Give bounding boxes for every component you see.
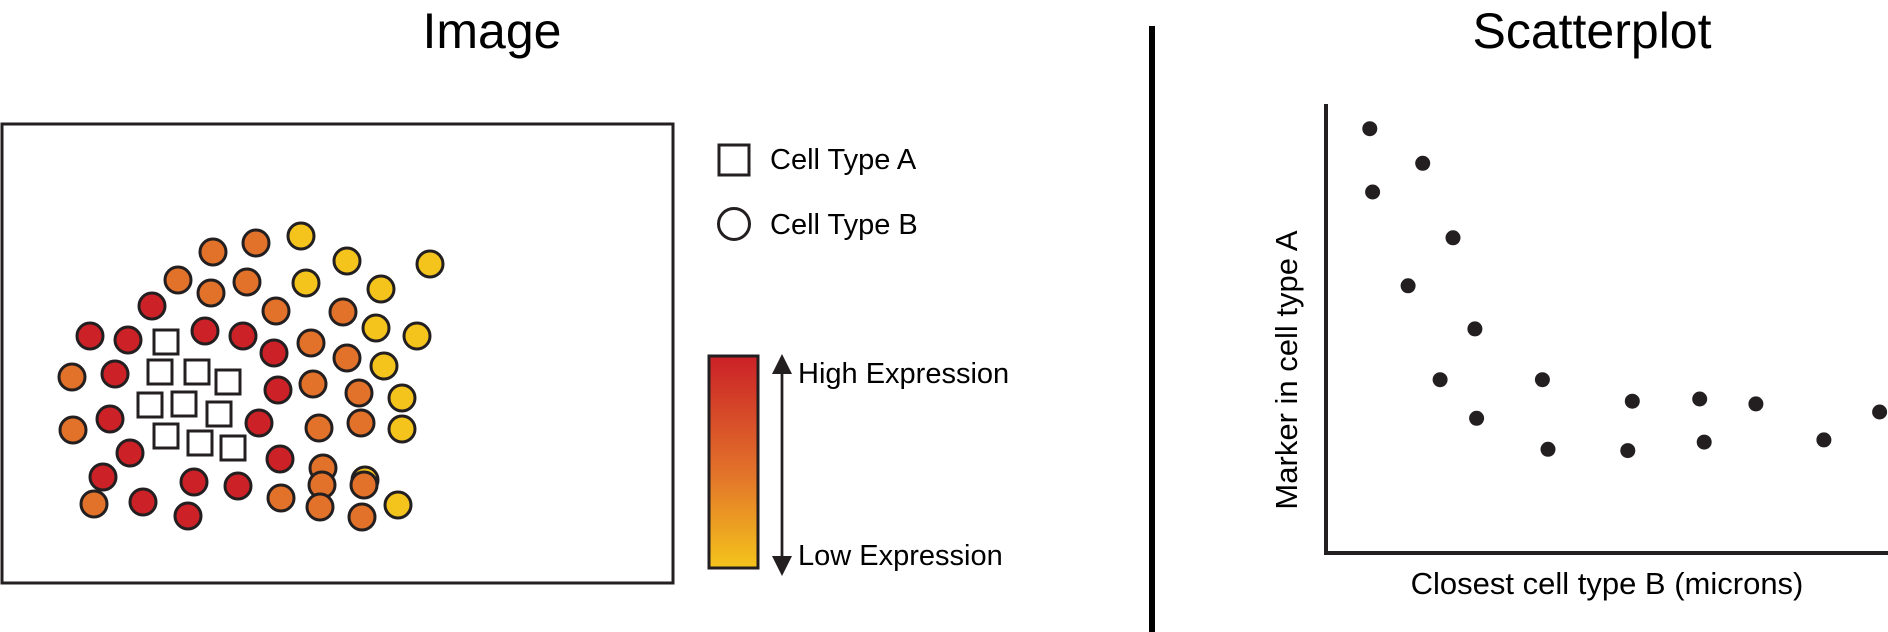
scatterplot: Closest cell type B (microns) Marker in … bbox=[1269, 104, 1888, 601]
scatter-point-4 bbox=[1445, 230, 1461, 246]
cell-type-b-cell bbox=[228, 321, 258, 351]
cell-type-b-cell bbox=[263, 375, 293, 405]
cell-type-b-cell bbox=[137, 291, 167, 321]
cell-type-b-cell bbox=[387, 383, 417, 413]
scatter-point-5 bbox=[1400, 278, 1416, 294]
cell-type-b-cell bbox=[190, 316, 220, 346]
cell-type-b-cell bbox=[387, 414, 417, 444]
cell-type-b-cell bbox=[296, 328, 326, 358]
cell-type-b-cell bbox=[95, 404, 125, 434]
cell-type-b-cell bbox=[232, 267, 262, 297]
cell-type-b-cell bbox=[344, 378, 374, 408]
cell-type-b-cell bbox=[196, 278, 226, 308]
cell-type-b-cell bbox=[332, 343, 362, 373]
cell-type-b-cell bbox=[57, 362, 87, 392]
cell-type-a-cell bbox=[183, 358, 211, 386]
cell-type-b-cell bbox=[291, 268, 321, 298]
cell-type-b-cell bbox=[198, 237, 228, 267]
y-axis-label: Marker in cell type A bbox=[1269, 230, 1304, 509]
circle-icon bbox=[717, 207, 751, 241]
legend-cell-type-b: Cell Type B bbox=[770, 209, 918, 241]
scatter-point-9 bbox=[1534, 372, 1550, 388]
cell-type-b-cell bbox=[58, 415, 88, 445]
scatter-point-1 bbox=[1362, 121, 1378, 137]
cell-type-b-cell bbox=[241, 228, 271, 258]
cell-type-b-cell bbox=[328, 297, 358, 327]
scatter-point-13 bbox=[1692, 391, 1708, 407]
cell-type-a-cell bbox=[152, 422, 180, 450]
scatter-point-8 bbox=[1469, 410, 1485, 426]
scatter-points bbox=[1362, 121, 1888, 459]
colorbar-gradient bbox=[707, 354, 760, 570]
cell-type-b-cell bbox=[179, 467, 209, 497]
cell-type-b-cell bbox=[75, 321, 105, 351]
scatter-point-3 bbox=[1415, 155, 1431, 171]
cell-type-b-cell bbox=[304, 413, 334, 443]
cell-type-a-cell bbox=[205, 400, 233, 428]
high-expression-label: High Expression bbox=[798, 358, 1009, 390]
cell-type-b-cell bbox=[244, 408, 274, 438]
cell-type-b-cell bbox=[366, 274, 396, 304]
cell-type-b-cell bbox=[383, 490, 413, 520]
scatter-point-15 bbox=[1748, 396, 1764, 412]
cell-type-b-cell bbox=[173, 501, 203, 531]
cell-type-b-cell bbox=[361, 313, 391, 343]
cell-type-b-cell bbox=[332, 246, 362, 276]
cell-type-legend: Cell Type A Cell Type B bbox=[717, 143, 918, 241]
scatter-axes bbox=[1324, 104, 1888, 555]
cell-type-b-cell bbox=[163, 265, 193, 295]
scatter-point-17 bbox=[1872, 404, 1888, 420]
x-axis-label: Closest cell type B (microns) bbox=[1411, 566, 1804, 601]
cell-type-b-cell bbox=[88, 462, 118, 492]
cell-type-a-cell bbox=[136, 391, 164, 419]
cell-type-a-cell bbox=[219, 434, 247, 462]
scatter-point-7 bbox=[1432, 372, 1448, 388]
scatter-panel-title: Scatterplot bbox=[1472, 3, 1711, 59]
scatter-point-14 bbox=[1696, 434, 1712, 450]
square-icon bbox=[717, 143, 751, 177]
cell-type-b-cell bbox=[259, 338, 289, 368]
cell-type-b-cell bbox=[115, 438, 145, 468]
cell-type-a-cell bbox=[186, 429, 214, 457]
cell-type-b-cell bbox=[261, 296, 291, 326]
scatter-point-10 bbox=[1540, 441, 1556, 457]
expression-colorbar: High Expression Low Expression bbox=[707, 354, 1009, 576]
cell-type-b-cell bbox=[265, 444, 295, 474]
cell-type-b-cell bbox=[286, 221, 316, 251]
image-panel-title: Image bbox=[423, 3, 562, 59]
cell-type-b-cell bbox=[100, 359, 130, 389]
cell-type-a-cell bbox=[214, 368, 242, 396]
low-expression-label: Low Expression bbox=[798, 540, 1003, 572]
cell-type-b-cell bbox=[369, 351, 399, 381]
cell-type-b-cell bbox=[128, 487, 158, 517]
scatter-point-12 bbox=[1620, 443, 1636, 459]
cell-type-b-cell bbox=[223, 471, 253, 501]
cell-type-b-cell bbox=[79, 489, 109, 519]
cell-type-a-cell bbox=[152, 328, 180, 356]
scatter-point-2 bbox=[1365, 184, 1381, 200]
cell-type-b-cell bbox=[415, 249, 445, 279]
cell-type-b-cell bbox=[298, 369, 328, 399]
legend-cell-type-a: Cell Type A bbox=[770, 144, 917, 176]
cell-type-b-cell bbox=[346, 408, 376, 438]
cell-type-b-cell bbox=[347, 502, 377, 532]
image-frame bbox=[0, 122, 675, 585]
cell-type-b-cell bbox=[113, 325, 143, 355]
cell-type-a-cell bbox=[170, 390, 198, 418]
scatter-point-6 bbox=[1467, 321, 1483, 337]
cell-type-b-cell bbox=[305, 492, 335, 522]
cell-type-b-cell bbox=[349, 470, 379, 500]
cell-cluster bbox=[57, 221, 445, 532]
tissue-image bbox=[0, 122, 675, 585]
cell-type-b-cell bbox=[402, 321, 432, 351]
scatter-point-11 bbox=[1624, 393, 1640, 409]
cell-type-a-cell bbox=[146, 358, 174, 386]
scatter-point-16 bbox=[1816, 432, 1832, 448]
cell-type-b-cell bbox=[266, 483, 296, 513]
